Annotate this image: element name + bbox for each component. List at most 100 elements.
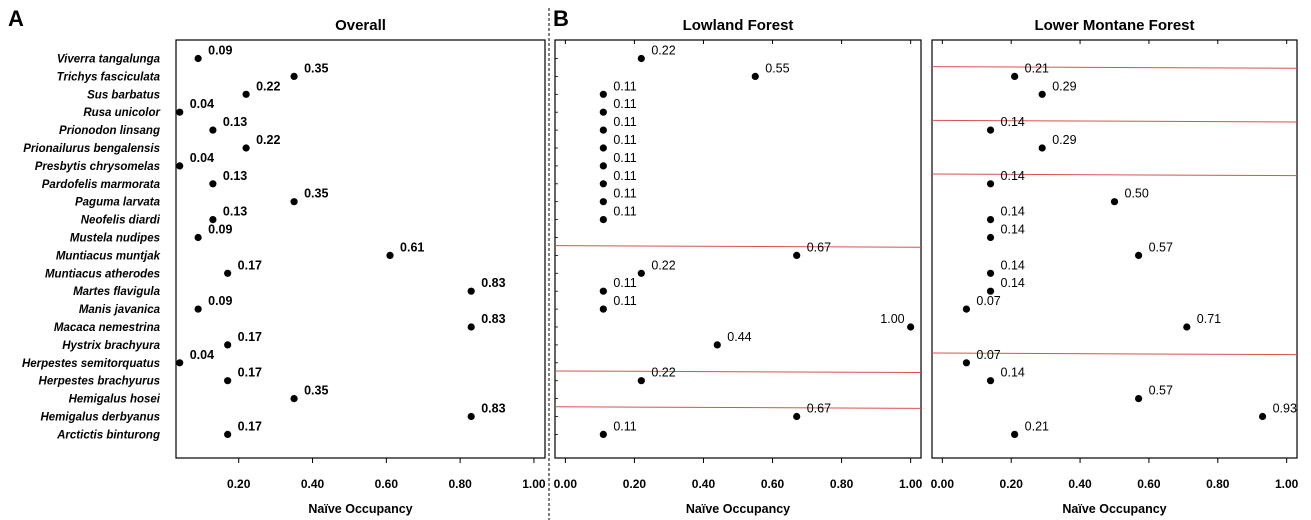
p2-data-point (986, 377, 995, 385)
p2-data-point (1183, 323, 1191, 331)
species-label: Muntiacus atherodes (45, 268, 160, 280)
p1-separator-1 (554, 370, 922, 374)
p2-data-point (962, 305, 971, 313)
p2-data-label: 0.57 (1149, 384, 1173, 398)
p1-data-label: 0.11 (613, 97, 636, 111)
p0-data-label: 0.09 (208, 294, 232, 308)
p1-x-axis-label: Naïve Occupancy (686, 502, 790, 516)
p1-data-point (599, 126, 607, 134)
p2-data-label: 0.07 (976, 294, 1000, 308)
p1-data-label: 0.11 (613, 169, 636, 183)
p2-data-label: 0.14 (1001, 276, 1025, 290)
p2-data-label: 0.21 (1025, 419, 1049, 433)
p1-data-label: 0.11 (613, 151, 636, 165)
p1-data-label: 0.22 (651, 366, 675, 380)
p0-x-axis-label: Naïve Occupancy (308, 502, 412, 516)
p0-data-label: 0.35 (304, 384, 328, 398)
p1-data-label: 0.11 (613, 79, 636, 93)
species-label: Hemigalus derbyanus (40, 412, 160, 424)
species-label: Trichys fasciculata (57, 71, 161, 83)
p1-data-label: 0.55 (765, 61, 789, 75)
p2-data-point (962, 359, 971, 367)
p0-data-point (290, 198, 298, 206)
species-label: Prionailurus bengalensis (23, 143, 160, 155)
p1-data-point (599, 144, 607, 152)
panel-lowland-forest: Lowland Forest 0.00 0.20 0.40 0.60 0.80 1.00 Na… (554, 17, 923, 516)
p2-xtick-label-0: 0.00 (931, 477, 955, 491)
p2-data-label: 0.50 (1125, 187, 1149, 201)
p2-data-label: 0.21 (1025, 61, 1049, 75)
species-label: Muntiacus muntjak (56, 250, 161, 262)
p1-data-label: 0.11 (613, 205, 636, 219)
species-label: Manis javanica (79, 304, 161, 316)
p0-title: Overall (335, 17, 386, 34)
p2-xtick-label-5: 1.00 (1275, 477, 1299, 491)
p0-xtick-label-2: 0.60 (375, 477, 399, 491)
p2-separator-2 (931, 173, 1298, 177)
p1-data-label: 0.67 (807, 240, 831, 254)
p0-xtick-label-1: 0.40 (301, 477, 325, 491)
p2-separator-3 (931, 352, 1298, 356)
p0-data-point (224, 341, 232, 349)
p1-title: Lowland Forest (683, 17, 794, 34)
p1-data-point (599, 108, 607, 116)
p1-xtick-label-5: 1.00 (899, 477, 923, 491)
p1-data-label: 0.22 (651, 258, 675, 272)
p2-xtick-label-3: 0.60 (1137, 477, 1161, 491)
p0-data-point (209, 126, 217, 134)
p0-data-label: 0.83 (481, 276, 505, 290)
p2-data-point (1110, 198, 1119, 206)
p2-data-label: 0.29 (1052, 133, 1076, 147)
p1-data-point (599, 216, 607, 224)
p0-data-point (194, 305, 202, 313)
species-label: Martes flavigula (73, 286, 161, 298)
species-label: Sus barbatus (87, 89, 160, 101)
p2-xtick-label-2: 0.40 (1068, 477, 1092, 491)
p2-separator-1 (931, 119, 1298, 123)
species-label: Macaca nemestrina (54, 322, 161, 334)
p0-data-point (242, 90, 250, 98)
p2-plot-frame (931, 39, 1298, 459)
species-label: Arctictis binturong (56, 429, 160, 441)
p2-data-point (1135, 395, 1143, 403)
p1-data-label: 1.00 (880, 312, 904, 326)
p2-data-point (1258, 412, 1267, 421)
p2-xtick-label-4: 0.80 (1206, 477, 1230, 491)
p1-data-label: 0.22 (651, 44, 675, 58)
p2-x-axis-label: Naïve Occupancy (1062, 502, 1166, 516)
p1-xtick-label-1: 0.20 (623, 477, 647, 491)
p1-data-point (637, 54, 645, 63)
p1-data-point (793, 412, 801, 421)
p0-data-point (242, 144, 250, 152)
p0-data-point (467, 287, 475, 295)
p0-data-label: 0.17 (238, 258, 262, 272)
p0-data-label: 0.04 (190, 151, 214, 165)
p0-data-label: 0.22 (256, 79, 280, 93)
p2-data-point (1038, 90, 1046, 98)
p2-data-label: 0.14 (1001, 258, 1025, 272)
p0-data-label: 0.22 (256, 133, 280, 147)
p0-data-point (176, 162, 184, 170)
p0-data-point (467, 323, 475, 331)
p2-data-point (986, 269, 995, 277)
p1-data-label: 0.11 (613, 419, 636, 433)
p0-data-point (194, 233, 202, 242)
p1-data-point (599, 198, 607, 206)
p0-data-point (209, 216, 217, 224)
p1-xtick-label-3: 0.60 (761, 477, 785, 491)
p1-plot-frame (554, 39, 922, 459)
p2-data-label: 0.57 (1149, 240, 1173, 254)
p0-data-point (386, 251, 394, 259)
p1-separator-0 (554, 245, 922, 248)
species-label: Prionodon linsang (59, 125, 160, 137)
p2-data-point (1038, 144, 1046, 152)
p2-data-point (986, 233, 995, 242)
p0-data-point (290, 72, 298, 80)
p0-data-point (194, 54, 202, 63)
p1-data-label: 0.11 (613, 276, 636, 290)
p0-plot-frame (175, 39, 546, 459)
p0-data-label: 0.17 (238, 366, 262, 380)
p1-data-label: 0.11 (613, 187, 636, 201)
p1-data-label: 0.44 (727, 330, 751, 344)
